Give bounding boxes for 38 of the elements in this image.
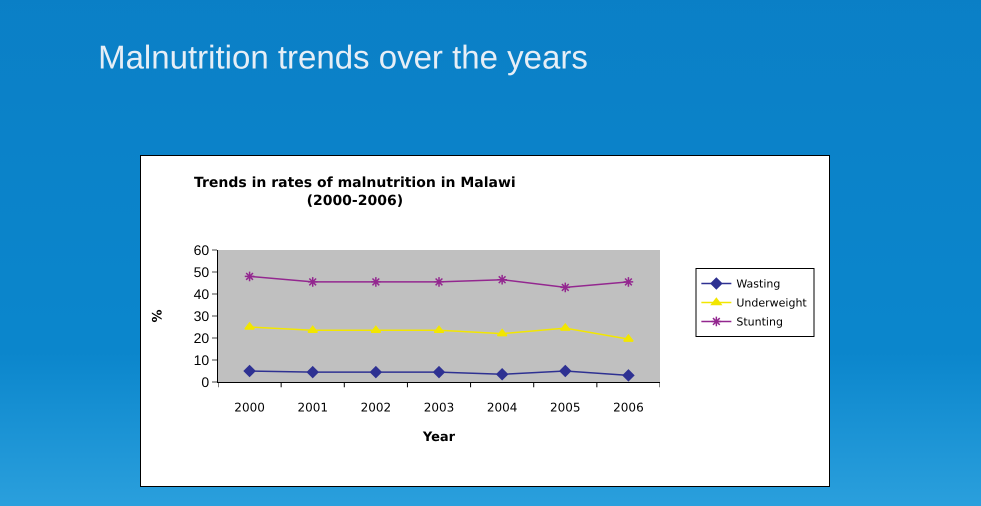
point [496,368,508,380]
point [433,276,445,288]
y-tick-label: 30 [194,308,210,324]
point [244,322,255,330]
point [622,369,634,382]
point [622,276,634,288]
x-tick-label: 2006 [613,400,644,414]
legend-label: Stunting [736,316,783,329]
point [244,270,256,282]
point [307,276,318,288]
x-tick-label: 2002 [360,400,392,414]
x-tick-label: 2004 [486,400,518,414]
x-tick-label: 2001 [297,400,328,414]
y-tick-label: 10 [194,352,210,368]
x-tick-label: 2005 [550,400,581,414]
x-axis-title: Year [422,430,456,445]
y-tick-label: 20 [194,330,210,346]
point [244,365,256,377]
point [623,334,634,342]
point [370,276,382,288]
y-axis-title: % [150,309,166,323]
point [434,326,444,334]
legend-label: Underweight [736,296,808,310]
chart-title: Malnutrition trends over the years [98,38,588,76]
point [433,366,445,378]
x-tick-label: 2003 [424,400,454,414]
point [370,366,382,378]
legend-label: Wasting [736,278,780,291]
point [306,366,319,378]
x-tick-label: 2000 [234,400,265,414]
y-tick-label: 0 [201,374,210,390]
y-tick-label: 50 [194,264,210,280]
point [496,274,508,286]
point [560,282,571,293]
chart-subtitle: Trends in rates of malnutrition in Malawi (2000-2006) [194,175,516,210]
point [559,365,572,377]
y-tick-label: 40 [194,286,210,302]
y-tick-label: 60 [194,242,210,258]
